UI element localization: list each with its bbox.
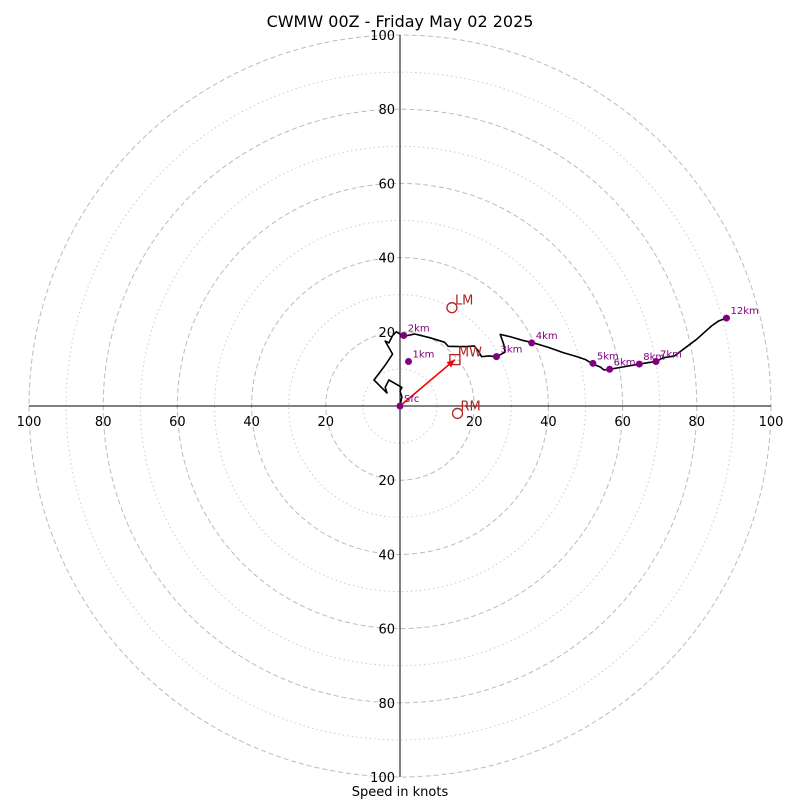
mean-wind-vector-line bbox=[399, 359, 456, 407]
tick-labels: 100 80 60 40 20 20 40 60 80 100 100 80 60 40 20 20 40 60 8… bbox=[17, 29, 784, 786]
mean-wind-vector-arrowhead bbox=[446, 359, 455, 368]
y-tick-label: 60 bbox=[378, 177, 395, 192]
chart-title: CWMW 00Z - Friday May 02 2025 bbox=[267, 12, 534, 31]
height-marker-label: 5km bbox=[597, 351, 619, 362]
height-marker-point bbox=[405, 357, 413, 365]
height-marker-point bbox=[606, 365, 614, 373]
y-tick-label: 40 bbox=[378, 252, 395, 267]
y-tick-label: 100 bbox=[370, 29, 395, 44]
y-tick-label: 60 bbox=[378, 623, 395, 638]
height-marker-label: 7km bbox=[660, 349, 682, 360]
height-marker-point bbox=[528, 339, 536, 347]
height-marker-label: 3km bbox=[500, 345, 522, 356]
y-tick-label: 100 bbox=[370, 771, 395, 786]
y-tick-label: 80 bbox=[378, 697, 395, 712]
x-tick-label: 20 bbox=[318, 415, 335, 430]
height-marker-label: 1km bbox=[413, 349, 435, 360]
x-tick-label: 60 bbox=[614, 415, 631, 430]
height-marker-label: 6km bbox=[614, 357, 636, 368]
height-marker-label: Sfc bbox=[404, 394, 419, 405]
storm-motion-circle bbox=[451, 407, 464, 420]
x-tick-label: 60 bbox=[169, 415, 186, 430]
x-axis-label: Speed in knots bbox=[352, 785, 449, 800]
height-marker-label: 8km bbox=[643, 352, 665, 363]
height-marker-point bbox=[652, 357, 660, 365]
x-tick-label: 100 bbox=[17, 415, 42, 430]
x-tick-label: 100 bbox=[759, 415, 784, 430]
storm-motion-square bbox=[449, 353, 461, 366]
x-tick-label: 80 bbox=[95, 415, 112, 430]
storm-motion-label: MW bbox=[458, 346, 482, 361]
x-tick-label: 80 bbox=[689, 415, 706, 430]
storm-motion-label: LM bbox=[455, 294, 473, 309]
storm-motion-markers: LM MW RM bbox=[446, 294, 482, 420]
x-tick-label: 40 bbox=[243, 415, 260, 430]
height-marker-point bbox=[396, 402, 404, 410]
storm-motion-circle bbox=[446, 302, 458, 314]
x-tick-label: 40 bbox=[540, 415, 557, 430]
y-tick-label: 40 bbox=[378, 548, 395, 563]
height-marker-label: 2km bbox=[408, 324, 430, 335]
x-tick-label: 20 bbox=[466, 415, 483, 430]
height-marker-point bbox=[722, 314, 730, 322]
y-tick-label: 20 bbox=[378, 474, 395, 489]
height-marker-point bbox=[589, 359, 597, 367]
height-marker-label: 4km bbox=[536, 331, 558, 342]
mean-wind-vector bbox=[399, 359, 456, 407]
y-tick-label: 20 bbox=[378, 326, 395, 341]
height-marker-point bbox=[492, 353, 500, 361]
height-marker-point bbox=[635, 360, 643, 368]
height-marker-point bbox=[400, 332, 408, 340]
storm-motion-label: RM bbox=[461, 399, 481, 414]
y-tick-label: 80 bbox=[378, 103, 395, 118]
height-marker-label: 12km bbox=[730, 306, 758, 317]
